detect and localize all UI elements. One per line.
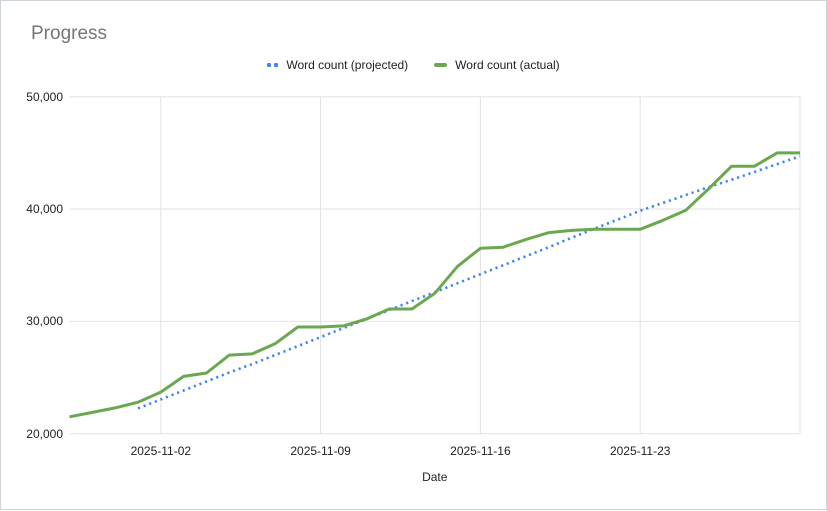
x-axis-title: Date (422, 470, 448, 484)
legend-item-actual: Word count (actual) (434, 58, 560, 72)
y-axis-tick-label: 20,000 (26, 426, 63, 441)
x-axis-tick-label: 2025-11-23 (609, 444, 671, 458)
chart-title: Progress (31, 23, 108, 44)
series-projected-line (137, 154, 801, 410)
legend-item-projected: Word count (projected) (267, 58, 408, 72)
x-axis-tick-label: 2025-11-02 (130, 444, 192, 458)
solid-line-legend-icon (434, 63, 448, 67)
legend-label-actual: Word count (actual) (455, 58, 560, 72)
x-axis-tick-label: 2025-11-16 (450, 444, 511, 458)
chart-legend: Word count (projected) Word count (actua… (1, 58, 826, 72)
y-axis-tick-label: 30,000 (26, 314, 63, 329)
series-actual-line (69, 151, 800, 419)
dotted-line-legend-icon (267, 63, 279, 67)
x-axis-tick-label: 2025-11-09 (290, 444, 351, 458)
y-axis-tick-label: 50,000 (26, 89, 63, 104)
y-axis-tick-label: 40,000 (26, 202, 63, 217)
legend-label-projected: Word count (projected) (286, 58, 409, 72)
